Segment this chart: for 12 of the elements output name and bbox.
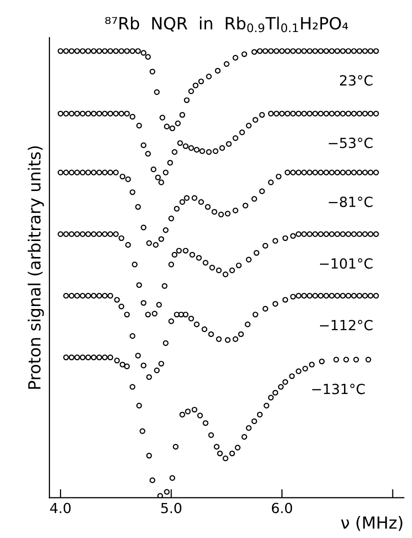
x-tick-label: 4.0 — [50, 502, 71, 514]
series-label: −81°C — [328, 196, 373, 208]
series-label: 23°C — [340, 75, 373, 86]
x-tick-label: 6.0 — [272, 502, 292, 514]
series-label: −112°C — [320, 320, 373, 330]
chart-title: ⁸⁷Rb NQR in Rb$_{0.9}$Tl$_{0.1}$H₂PO₄ — [105, 16, 348, 32]
x-axis-title: ν (MHz) — [341, 516, 402, 531]
y-axis-title: Proton signal (arbitrary units) — [28, 146, 44, 389]
series-label: −101°C — [320, 258, 373, 269]
series-label: −53°C — [328, 138, 373, 148]
x-tick-label: 5.0 — [161, 502, 182, 514]
series-label: −131°C — [312, 384, 365, 394]
